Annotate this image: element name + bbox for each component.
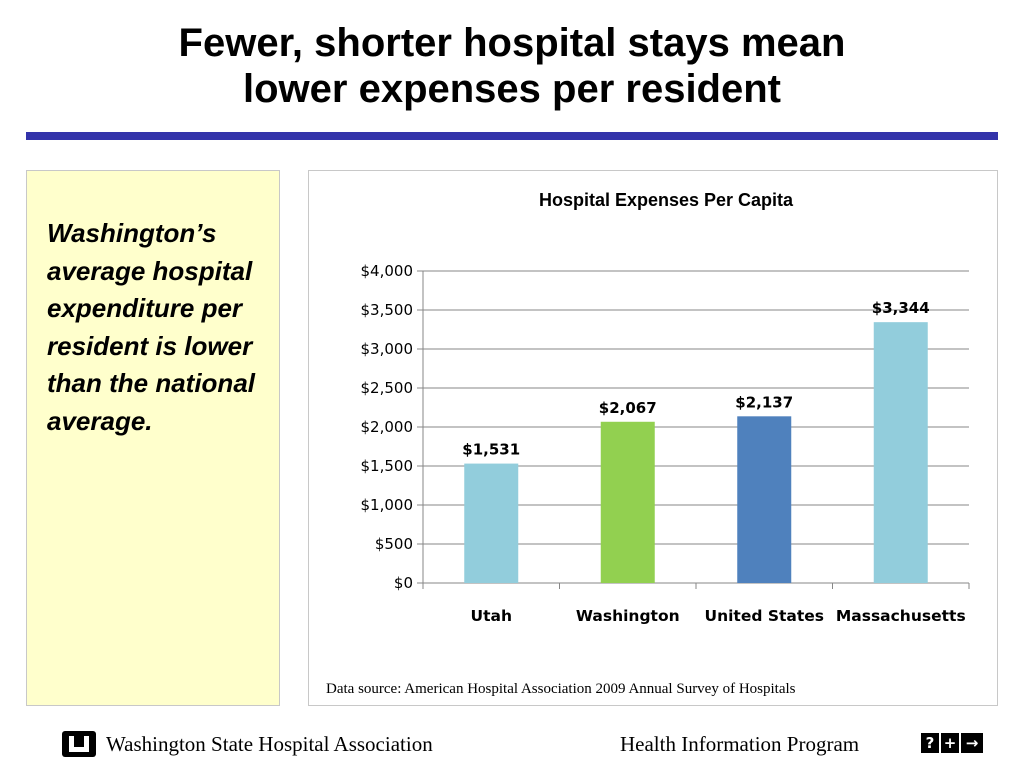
- slide-title-line-1: Fewer, shorter hospital stays mean: [178, 21, 846, 65]
- y-tick-label: $0: [394, 574, 413, 592]
- footer-program-icons: ? + →: [921, 733, 983, 753]
- callout-text: Washington’s average hospital expenditur…: [47, 218, 255, 436]
- y-tick-label: $1,500: [361, 457, 414, 475]
- x-category-label: Utah: [471, 607, 513, 625]
- y-tick-label: $3,500: [361, 301, 414, 319]
- bar-utah: [464, 463, 519, 583]
- bar-chart: Hospital Expenses Per Capita $0 $500 $1,00…: [361, 190, 970, 625]
- slide-title-line-2: lower expenses per resident: [242, 67, 781, 111]
- y-tick-label: $2,000: [361, 418, 414, 436]
- bar-united-states: [737, 416, 792, 583]
- slide-title: Fewer, shorter hospital stays mean lower…: [40, 20, 984, 112]
- chart-panel: Hospital Expenses Per Capita $0 $500 $1,00…: [308, 170, 998, 706]
- footer-organization: Washington State Hospital Association: [106, 732, 433, 756]
- x-category-label: United States: [704, 607, 824, 625]
- y-tick-label: $4,000: [361, 262, 414, 280]
- plus-icon: +: [941, 733, 959, 753]
- question-mark-icon: ?: [921, 733, 939, 753]
- title-divider: [26, 132, 998, 140]
- callout-box: Washington’s average hospital expenditur…: [26, 170, 280, 706]
- x-category-label: Washington: [576, 607, 680, 625]
- bars: [464, 322, 928, 583]
- y-tick-label: $3,000: [361, 340, 414, 358]
- wsha-logo: [62, 731, 96, 757]
- y-tick-label: $2,500: [361, 379, 414, 397]
- data-label: $3,344: [872, 299, 930, 317]
- footer-program: Health Information Program: [620, 732, 860, 756]
- data-label: $1,531: [462, 441, 520, 459]
- chart-title: Hospital Expenses Per Capita: [539, 190, 794, 210]
- arrow-right-icon: →: [961, 733, 983, 753]
- y-tick-label: $1,000: [361, 496, 414, 514]
- bar-massachusetts: [873, 322, 928, 583]
- bar-washington: [600, 421, 655, 583]
- data-label: $2,137: [735, 393, 793, 411]
- y-tick-label: $500: [375, 535, 413, 553]
- data-label: $2,067: [599, 399, 657, 417]
- data-source-note: Data source: American Hospital Associati…: [326, 681, 796, 697]
- labels: $0 $500 $1,000 $1,500 $2,000 $2,500 $3,000 $3,5…: [361, 262, 966, 625]
- x-category-label: Massachusetts: [836, 607, 966, 625]
